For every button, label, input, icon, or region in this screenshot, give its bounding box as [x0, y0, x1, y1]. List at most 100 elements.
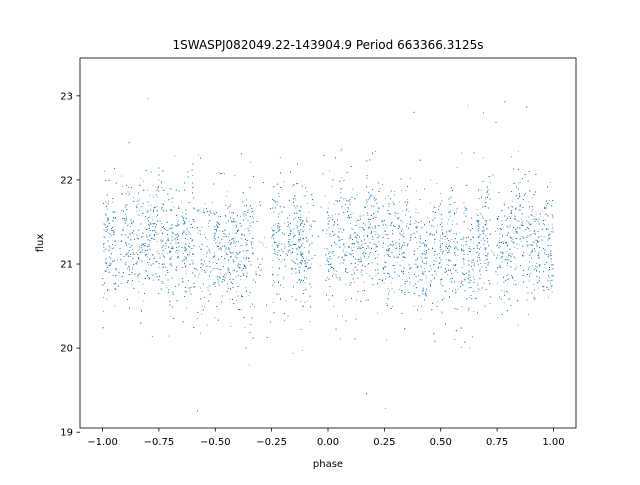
data-point	[249, 206, 251, 208]
data-point	[177, 219, 179, 221]
data-point	[467, 105, 469, 107]
data-point	[217, 281, 219, 283]
data-point	[407, 199, 409, 200]
data-point	[331, 185, 333, 187]
data-point	[415, 221, 417, 223]
data-point	[189, 227, 191, 228]
data-point	[495, 231, 496, 232]
data-point	[383, 282, 385, 284]
data-point	[166, 230, 167, 231]
data-point	[224, 245, 226, 247]
data-point	[549, 182, 551, 183]
data-point	[300, 220, 302, 221]
data-point	[146, 218, 148, 220]
data-point	[200, 287, 201, 289]
data-point	[162, 240, 164, 241]
data-point	[300, 301, 302, 302]
data-point	[278, 216, 279, 218]
data-point	[441, 312, 443, 314]
data-point	[331, 252, 333, 254]
data-point	[149, 234, 151, 235]
data-point	[156, 216, 158, 218]
data-point	[442, 238, 443, 240]
data-point	[122, 229, 123, 231]
data-point	[394, 268, 395, 270]
data-point	[248, 364, 250, 366]
data-point	[388, 195, 389, 197]
data-point	[289, 215, 290, 217]
data-point	[229, 240, 230, 241]
data-point	[420, 318, 422, 320]
data-point	[473, 278, 475, 280]
data-point	[133, 252, 134, 254]
data-point	[535, 243, 537, 245]
data-point	[425, 245, 427, 247]
data-point	[235, 241, 237, 242]
data-point	[480, 239, 482, 241]
data-point	[533, 215, 535, 217]
data-point	[186, 273, 187, 275]
data-point	[241, 294, 243, 296]
data-point	[200, 332, 201, 334]
data-point	[377, 234, 379, 236]
data-point	[129, 234, 131, 236]
data-point	[353, 232, 355, 234]
data-point	[407, 208, 409, 210]
data-point	[514, 246, 516, 248]
data-point	[526, 220, 527, 222]
data-point	[197, 276, 199, 278]
data-point	[213, 212, 215, 214]
data-point	[224, 234, 226, 236]
data-point	[240, 308, 242, 310]
data-point	[248, 233, 250, 235]
data-point	[537, 221, 539, 223]
data-point	[382, 247, 384, 248]
data-point	[204, 306, 206, 308]
data-point	[462, 258, 464, 260]
data-point	[127, 194, 129, 196]
data-point	[297, 253, 299, 255]
data-point	[440, 235, 441, 237]
data-point	[391, 306, 393, 307]
data-point	[235, 226, 237, 228]
data-point	[489, 182, 491, 184]
data-point	[483, 238, 484, 239]
data-point	[140, 309, 142, 311]
data-point	[117, 259, 118, 261]
data-point	[528, 223, 530, 224]
data-point	[477, 247, 478, 249]
data-point	[147, 98, 149, 100]
data-point	[128, 255, 130, 257]
data-point	[481, 265, 483, 267]
data-point	[473, 276, 475, 278]
data-point	[121, 193, 122, 195]
data-point	[377, 207, 379, 208]
data-point	[389, 290, 391, 292]
data-point	[298, 266, 300, 268]
data-point	[507, 226, 509, 228]
data-point	[418, 275, 419, 277]
data-point	[138, 199, 140, 201]
data-point	[197, 232, 199, 234]
data-point	[503, 291, 505, 293]
data-point	[377, 312, 378, 314]
data-point	[231, 238, 233, 240]
data-point	[548, 270, 550, 271]
data-point	[212, 202, 213, 203]
data-point	[500, 251, 502, 253]
data-point	[272, 225, 274, 227]
data-point	[110, 234, 112, 236]
data-point	[365, 299, 367, 301]
data-point	[265, 247, 267, 249]
data-point	[223, 245, 225, 247]
data-point	[198, 246, 200, 248]
data-point	[335, 243, 337, 245]
data-point	[264, 236, 266, 238]
data-point	[146, 256, 148, 258]
data-point	[217, 276, 218, 277]
data-point	[362, 253, 364, 255]
data-point	[376, 257, 378, 258]
data-point	[443, 235, 445, 237]
data-point	[123, 227, 125, 229]
